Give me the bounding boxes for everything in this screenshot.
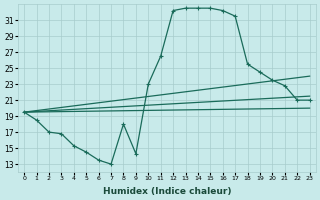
X-axis label: Humidex (Indice chaleur): Humidex (Indice chaleur) [103, 187, 231, 196]
